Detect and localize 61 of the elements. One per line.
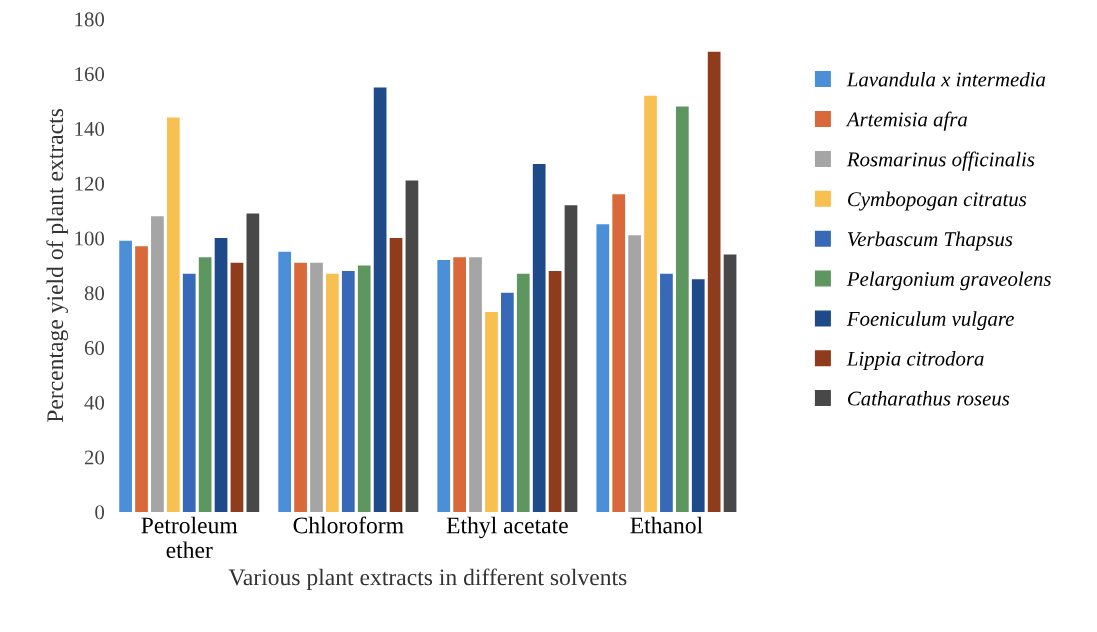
bar [707,51,721,512]
y-tick-label: 0 [95,505,105,520]
bar [501,292,514,512]
bar [644,95,657,512]
bar [532,164,546,512]
y-tick-label: 180 [75,12,105,27]
bar [516,273,530,512]
bar [564,205,578,512]
x-axis-title: Various plant extracts in different solvents [228,568,627,591]
bar [310,262,323,512]
bar [437,259,451,512]
legend-label: Verbascum Thapsus [847,231,1013,251]
y-tick-label: 160 [75,67,105,82]
bar [389,238,403,512]
bar [628,235,641,512]
legend-label: Lavandula x intermedia [846,71,1046,87]
bar [691,279,705,512]
bar [675,106,689,512]
x-tick-label: Ethanol [630,516,703,534]
bar [135,246,148,512]
bar [214,238,228,512]
bar [294,262,307,512]
bar [341,270,355,512]
bar [405,180,419,512]
legend-label: Pelargonium graveolens [846,271,1051,291]
bar [612,194,626,512]
x-tick-label: Chloroform [293,516,404,534]
x-tick-label: Petroleum ether [141,516,238,559]
y-tick-label: 80 [84,286,105,301]
x-tick-label: Ethyl acetate [446,516,568,539]
y-tick-label: 100 [75,231,105,246]
bar [660,273,673,512]
bar [373,87,387,512]
bar [151,216,164,512]
bar [485,312,498,512]
bar [596,224,610,512]
legend-label: Artemisia afra [845,111,968,131]
bar [326,273,339,512]
bar [119,240,132,512]
bar [469,257,482,512]
bar [246,213,260,512]
bar [166,117,180,512]
bar [548,270,562,512]
y-tick-label: 20 [84,450,105,465]
bar [723,254,737,512]
y-axis-title: Percentage yield of plant extracts [46,108,69,423]
legend-label: Rosmarinus officinalis [846,151,1035,171]
legend-label: Lippia citrodora [846,351,984,370]
bar [278,251,292,512]
bar [182,273,196,512]
bar [357,265,371,512]
y-tick-label: 60 [84,340,105,356]
bar [230,262,244,512]
legend-label: Foeniculum vulgare [846,311,1014,331]
y-tick-label: 40 [84,395,105,410]
bar [198,257,212,512]
y-tick-label: 120 [75,176,105,191]
bar [453,257,467,512]
legend-label: Cymbopogan citratus [848,191,1027,211]
y-tick-label: 140 [75,121,105,136]
legend-label: Catharathus roseus [848,390,1010,406]
